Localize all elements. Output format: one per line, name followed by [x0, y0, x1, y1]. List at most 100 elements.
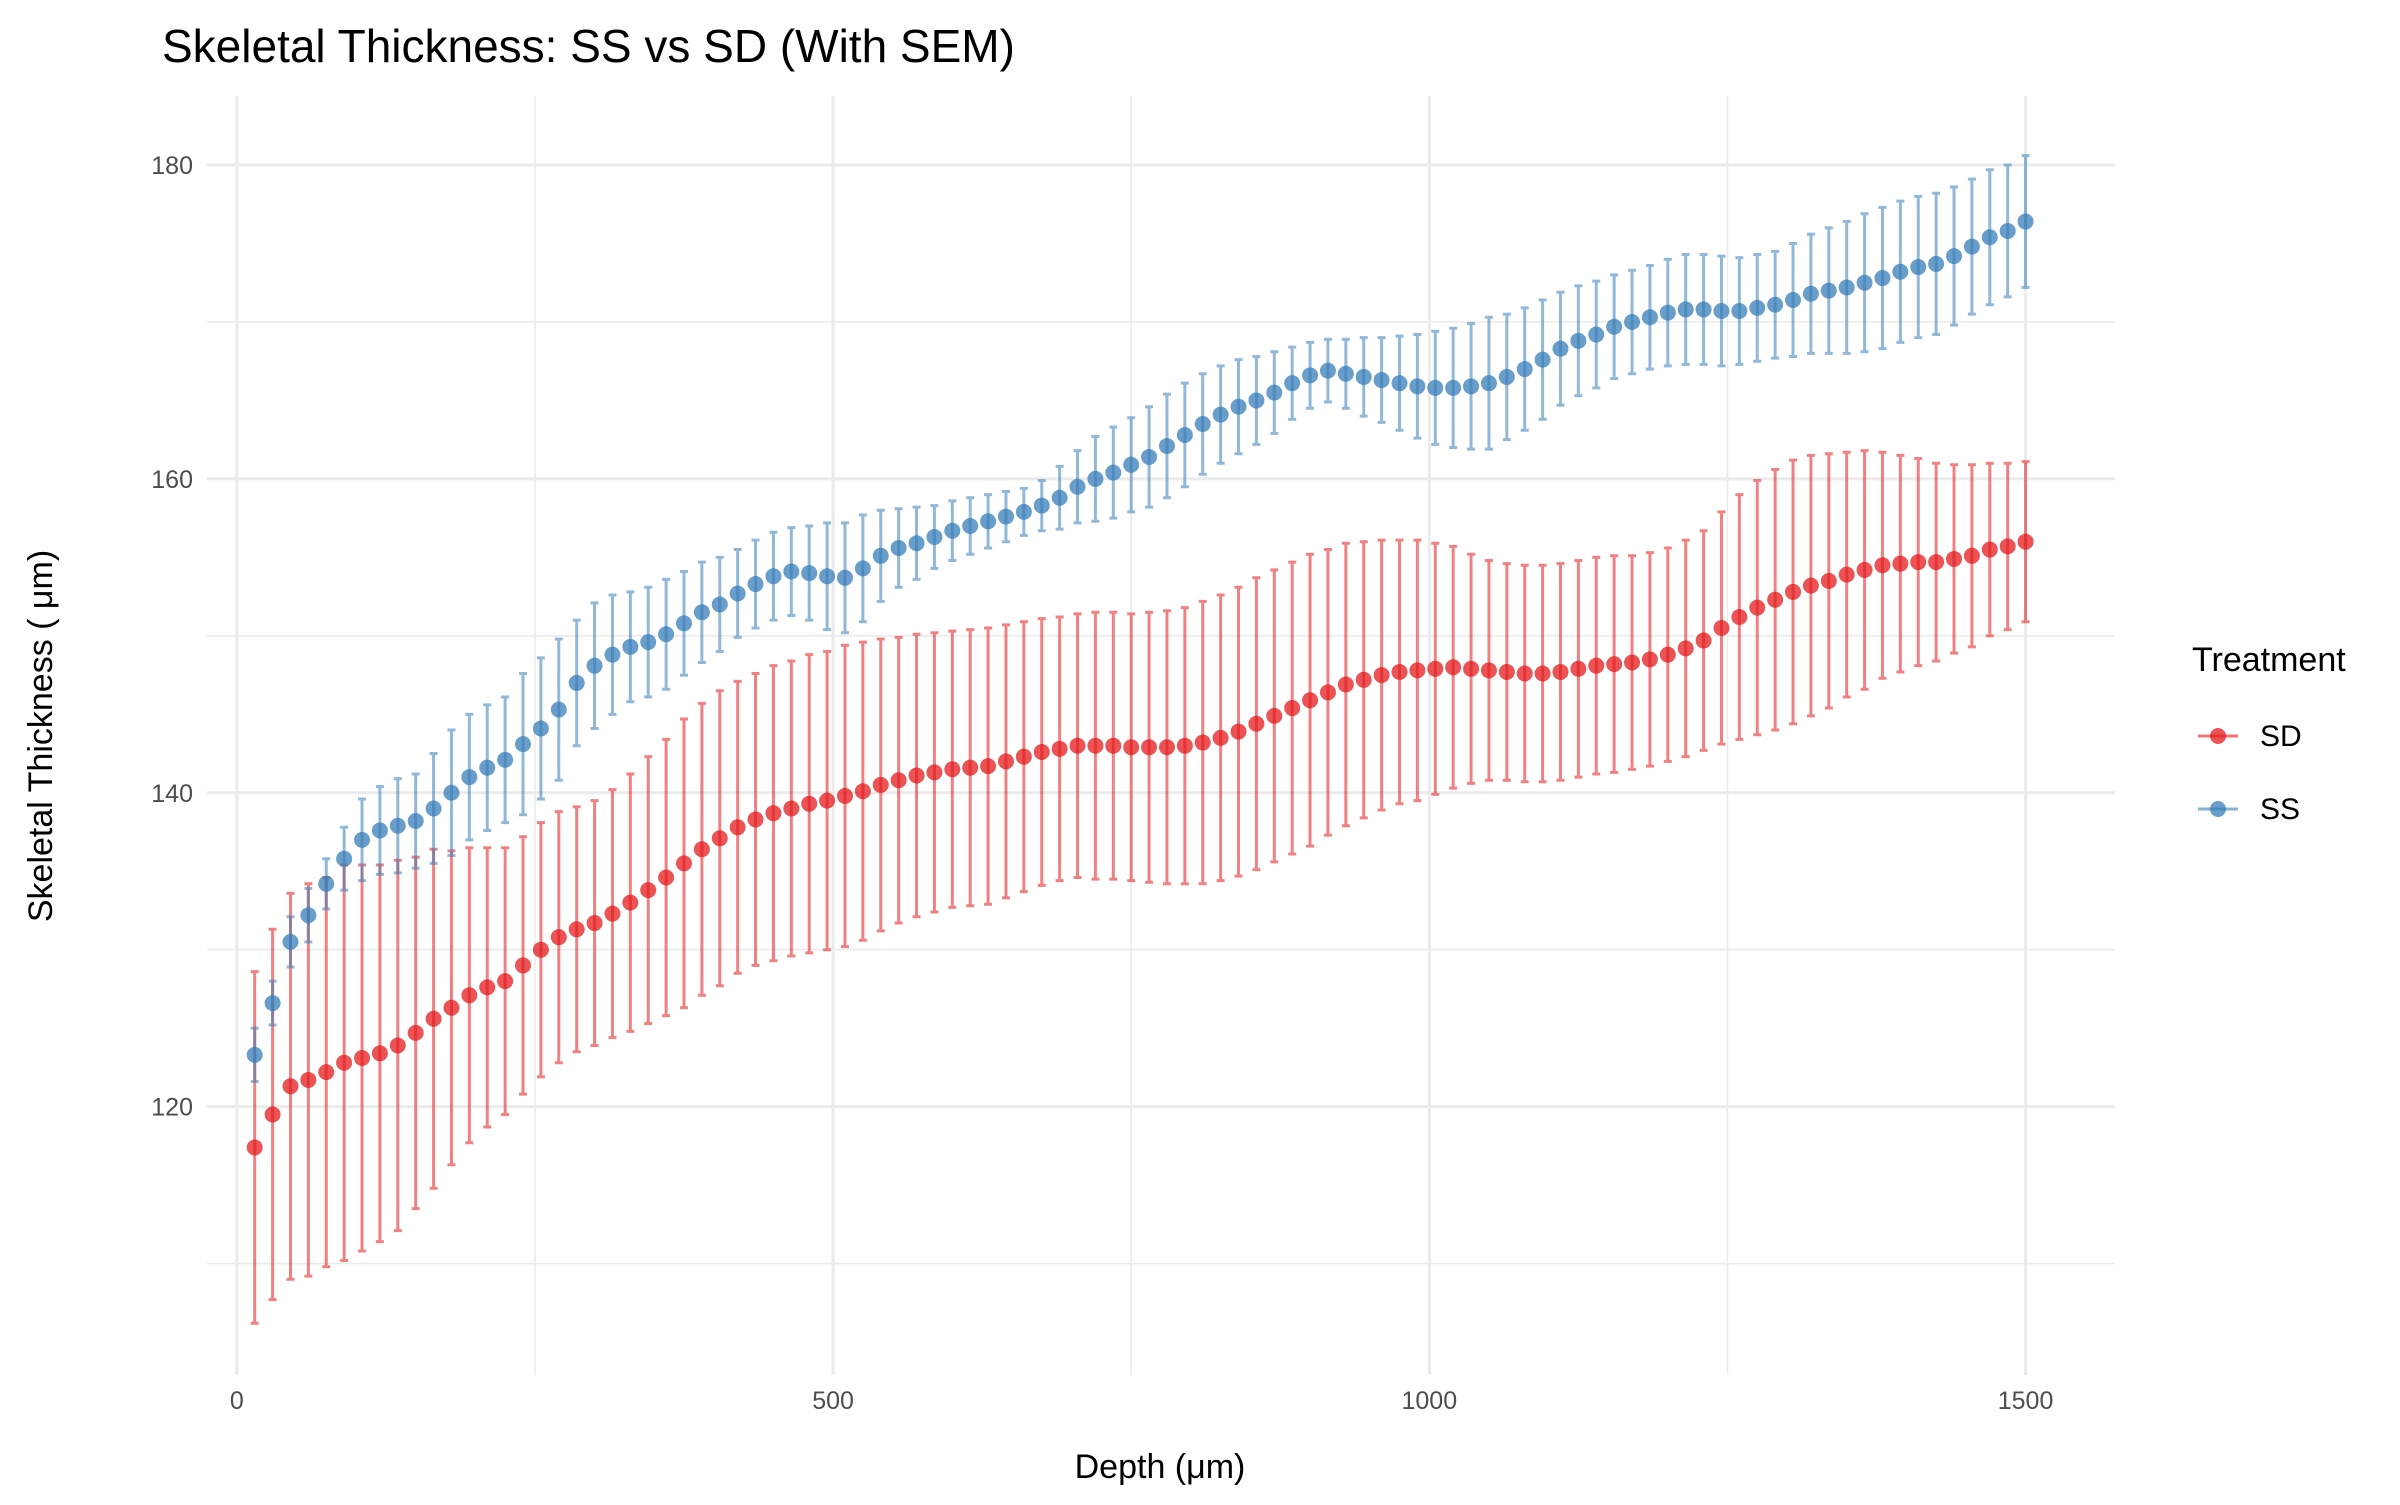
- data-point: [515, 957, 532, 974]
- data-point: [854, 560, 871, 577]
- data-point: [1892, 263, 1909, 280]
- data-point: [622, 894, 639, 911]
- data-point: [1659, 304, 1676, 321]
- data-point: [1946, 550, 1963, 567]
- y-tick-label: 140: [151, 780, 193, 808]
- data-point: [997, 753, 1014, 770]
- data-point: [765, 805, 782, 822]
- data-point: [1230, 398, 1247, 415]
- data-point: [1212, 406, 1229, 423]
- data-point: [407, 1024, 424, 1041]
- data-point: [1427, 379, 1444, 396]
- data-point: [1641, 309, 1658, 326]
- data-point: [1480, 662, 1497, 679]
- data-point: [836, 787, 853, 804]
- data-point: [1373, 667, 1390, 684]
- data-point: [1302, 692, 1319, 709]
- data-point: [246, 1139, 263, 1156]
- data-point: [1731, 609, 1748, 626]
- data-point: [568, 921, 585, 938]
- data-point: [1158, 437, 1175, 454]
- data-point: [497, 973, 514, 990]
- data-point: [1302, 367, 1319, 384]
- data-point: [497, 751, 514, 768]
- data-point: [389, 1037, 406, 1054]
- data-point: [264, 995, 281, 1012]
- data-point: [1695, 632, 1712, 649]
- data-point: [944, 522, 961, 539]
- data-point: [1337, 676, 1354, 693]
- data-point: [1176, 737, 1193, 754]
- data-point: [1606, 318, 1623, 335]
- data-point: [1731, 302, 1748, 319]
- data-point: [1498, 368, 1515, 385]
- data-point: [1409, 662, 1426, 679]
- data-point: [371, 822, 388, 839]
- data-point: [461, 987, 478, 1004]
- y-axis-title: Skeletal Thickness ( μm): [22, 550, 60, 922]
- data-point: [890, 539, 907, 556]
- data-point: [1820, 572, 1837, 589]
- data-point: [1463, 660, 1480, 677]
- data-point: [1802, 285, 1819, 302]
- data-point: [1266, 384, 1283, 401]
- data-point: [1892, 555, 1909, 572]
- data-point: [747, 811, 764, 828]
- data-point: [1749, 599, 1766, 616]
- series: [246, 154, 2034, 1084]
- data-point: [783, 563, 800, 580]
- data-point: [1856, 274, 1873, 291]
- data-point: [997, 508, 1014, 525]
- data-point: [336, 1054, 353, 1071]
- data-point: [640, 882, 657, 899]
- data-point: [1570, 332, 1587, 349]
- data-point: [1999, 222, 2016, 239]
- data-point: [1284, 700, 1301, 717]
- data-point: [1856, 561, 1873, 578]
- legend-label: SS: [2260, 793, 2300, 826]
- data-point: [586, 657, 603, 674]
- data-point: [1463, 378, 1480, 395]
- data-point: [1874, 557, 1891, 574]
- data-point: [1588, 657, 1605, 674]
- data-point: [711, 830, 728, 847]
- y-tick-label: 180: [151, 152, 193, 180]
- data-point: [1981, 229, 1998, 246]
- data-point: [1838, 279, 1855, 296]
- data-point: [926, 528, 943, 545]
- data-point: [801, 795, 818, 812]
- data-point: [318, 875, 335, 892]
- data-point: [1284, 375, 1301, 392]
- data-point: [640, 634, 657, 651]
- data-point: [1624, 654, 1641, 671]
- x-tick-label: 1500: [1998, 1387, 2054, 1415]
- data-point: [1015, 748, 1032, 765]
- data-point: [1749, 299, 1766, 316]
- data-point: [1641, 651, 1658, 668]
- data-point: [980, 758, 997, 775]
- data-point: [944, 761, 961, 778]
- data-point: [1910, 554, 1927, 571]
- data-point: [890, 772, 907, 789]
- legend: Treatment SD SS: [2192, 641, 2346, 826]
- data-point: [532, 720, 549, 737]
- data-point: [1105, 464, 1122, 481]
- data-point: [1391, 663, 1408, 680]
- data-point: [926, 764, 943, 781]
- data-point: [1212, 729, 1229, 746]
- data-point: [479, 759, 496, 776]
- data-point: [729, 585, 746, 602]
- data-point: [1767, 591, 1784, 608]
- data-point: [801, 565, 818, 582]
- data-point: [1319, 684, 1336, 701]
- data-point: [1248, 715, 1265, 732]
- data-point: [1498, 663, 1515, 680]
- data-point: [819, 568, 836, 585]
- data-point: [1248, 392, 1265, 409]
- data-point: [1946, 248, 1963, 265]
- data-point: [1785, 292, 1802, 309]
- data-point: [443, 999, 460, 1016]
- data-point: [354, 1049, 371, 1066]
- data-point: [1355, 671, 1372, 688]
- data-point: [658, 626, 675, 643]
